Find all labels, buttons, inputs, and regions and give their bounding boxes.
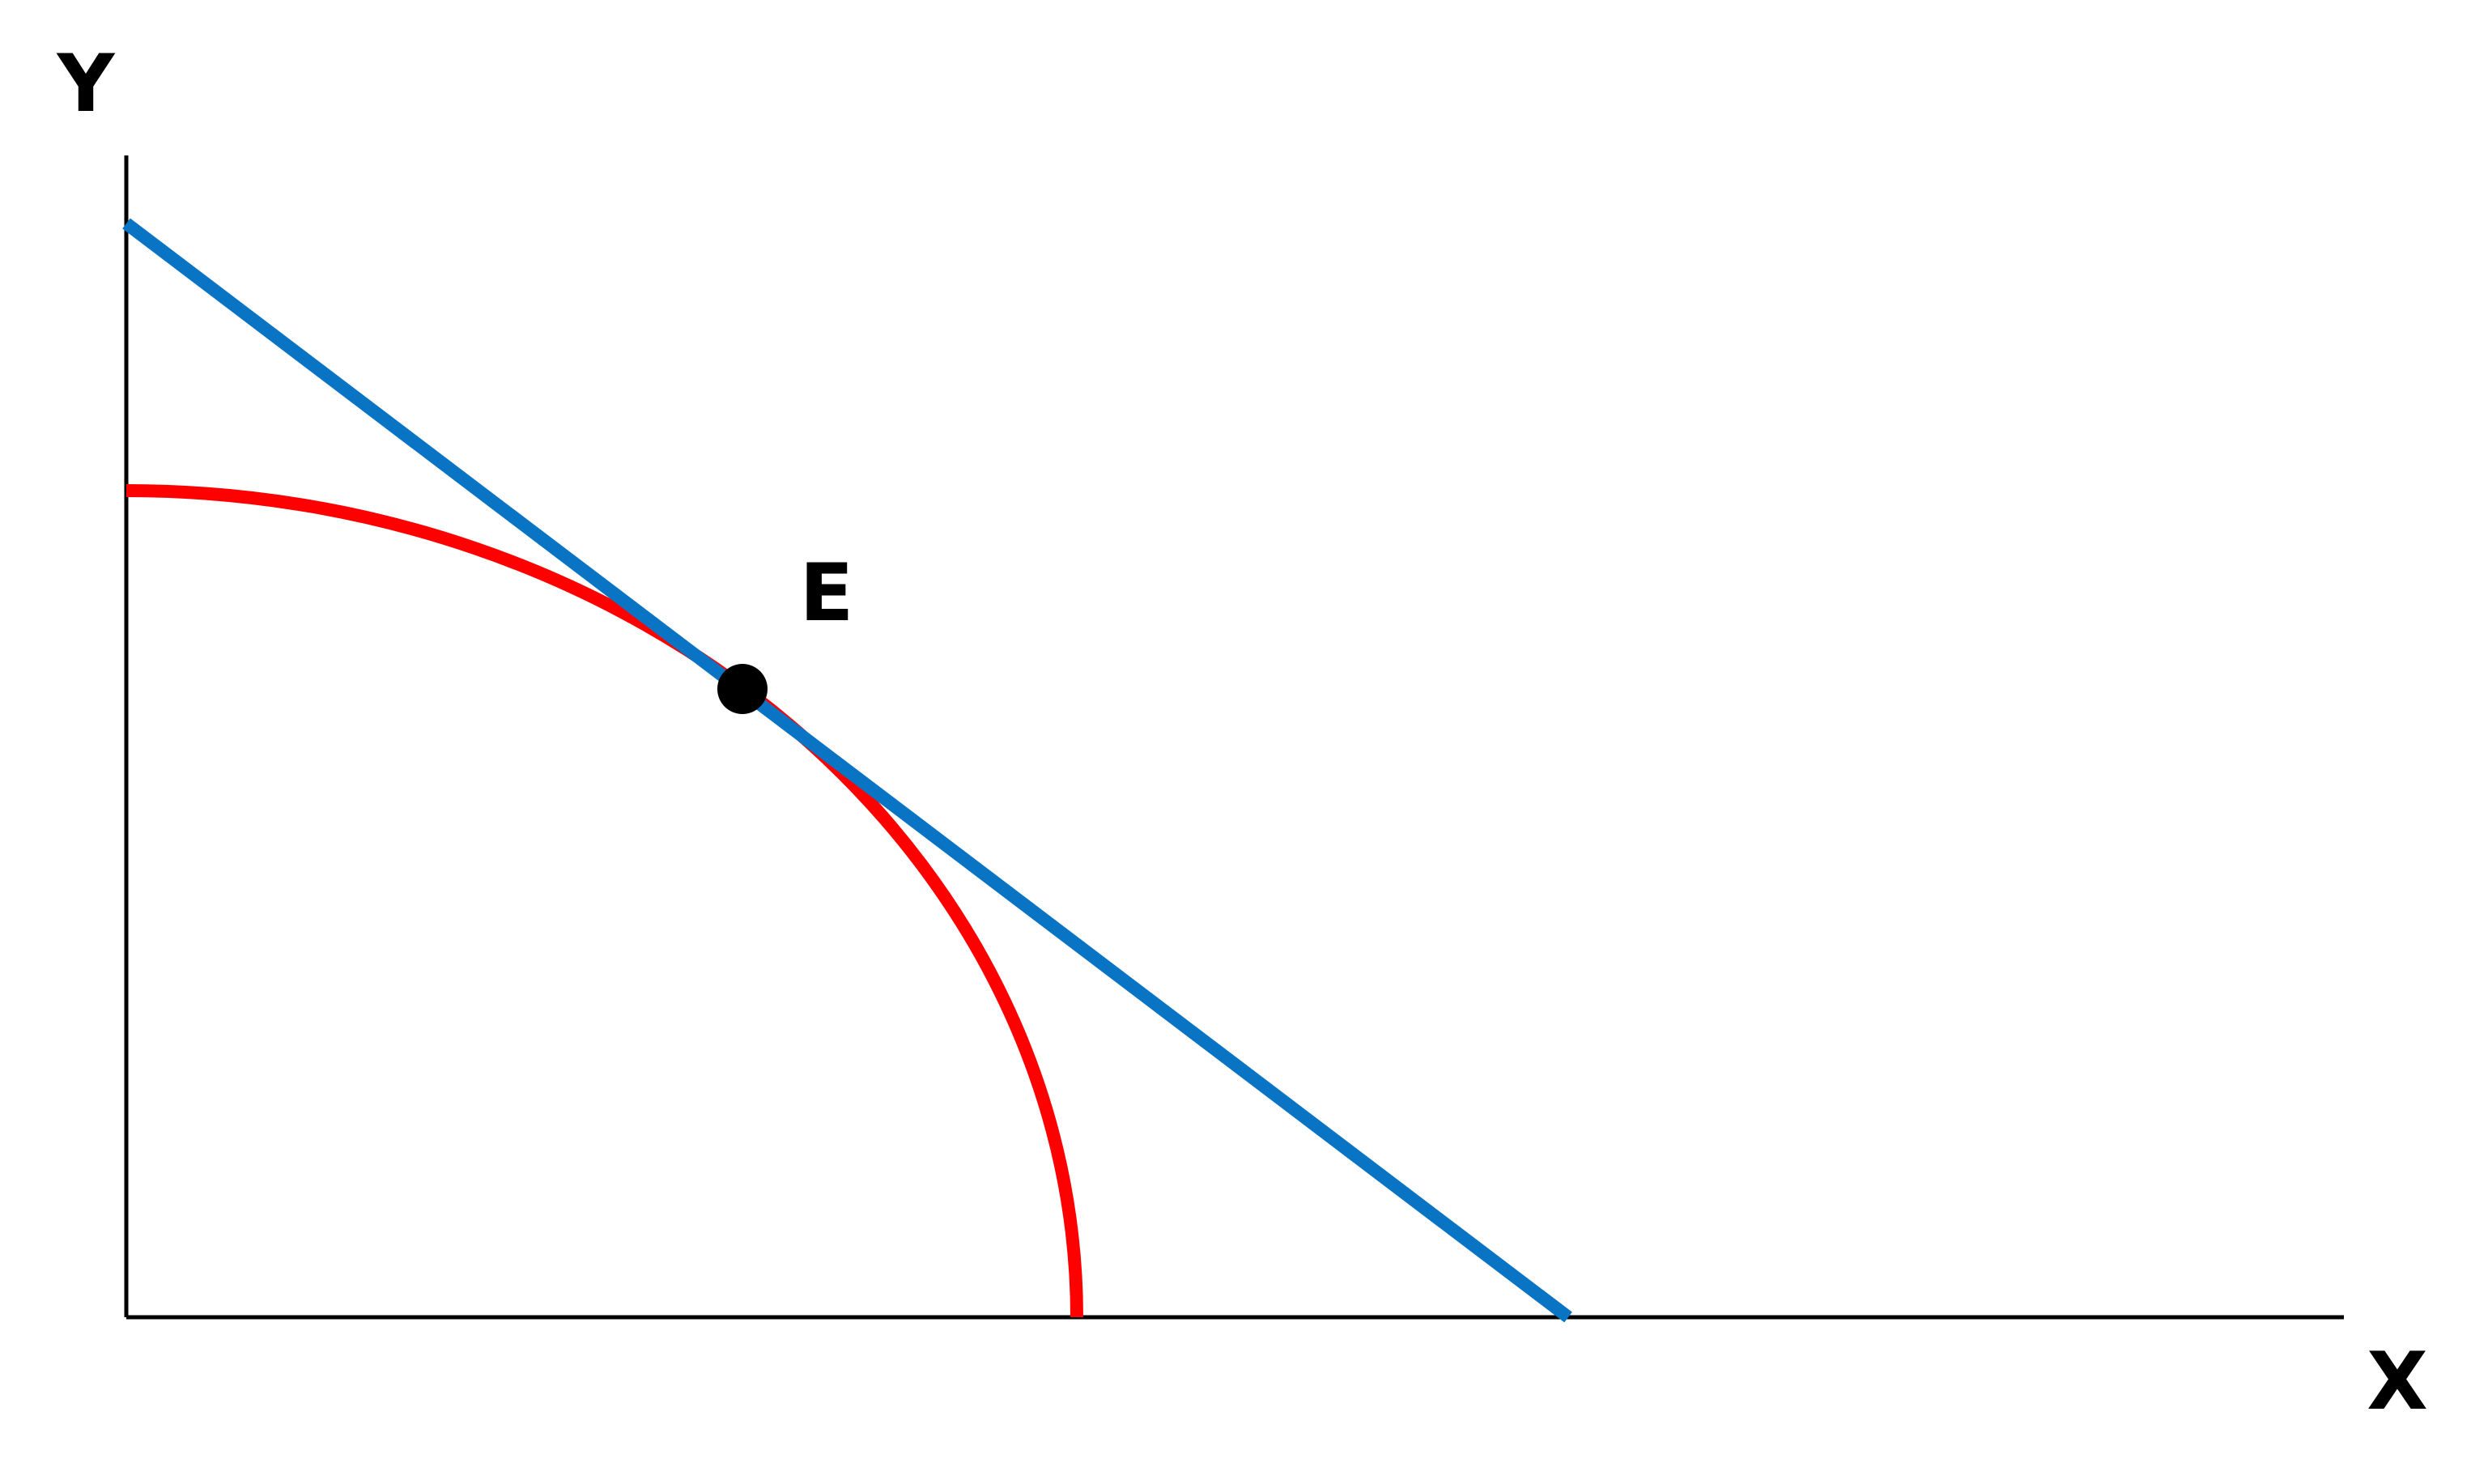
equilibrium-point	[717, 664, 768, 714]
tangent-line	[122, 218, 1572, 1323]
y-axis-label: Y	[57, 38, 116, 130]
x-axis-label: X	[2367, 1336, 2428, 1428]
production-possibility-curve	[125, 484, 1083, 1318]
point-label: E	[800, 547, 854, 640]
